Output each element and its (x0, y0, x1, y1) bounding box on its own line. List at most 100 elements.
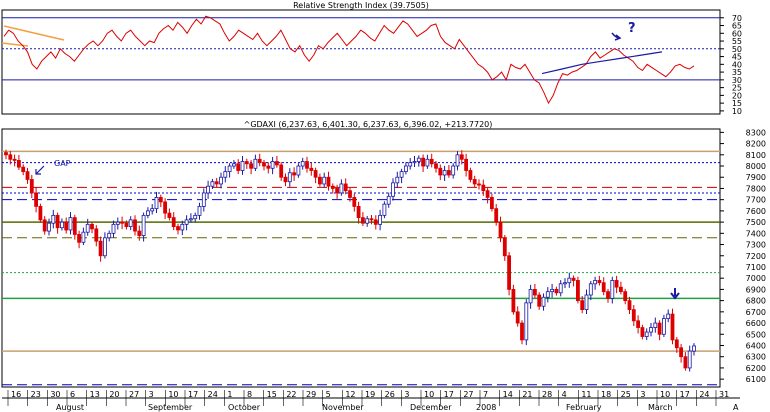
price-tick-label-7000: 7000 (746, 274, 766, 283)
candle-body-145 (627, 300, 632, 311)
candle-body-2 (12, 158, 17, 161)
candle-body-52 (227, 165, 232, 173)
candle-body-32 (141, 214, 146, 236)
candle-body-139 (601, 282, 606, 293)
candle-body-158 (683, 356, 688, 369)
candle-body-98 (425, 158, 430, 167)
price-tick-label-7300: 7300 (746, 241, 766, 250)
x-day-label-32: 3 (640, 390, 645, 399)
candle-body-65 (283, 176, 288, 183)
x-month-label-3: November (322, 403, 364, 412)
x-day-label-18: 19 (365, 390, 375, 399)
candle-body-63 (274, 161, 279, 166)
price-title: ^GDAXI (6,237.63, 6,401.30, 6,237.63, 6,… (244, 120, 493, 129)
candle-body-58 (253, 158, 258, 169)
candle-body-134 (580, 300, 585, 311)
candle-body-81 (352, 197, 357, 207)
x-day-label-15: 29 (306, 390, 316, 399)
candle-body-92 (399, 171, 404, 178)
price-tick-label-6500: 6500 (746, 330, 766, 339)
rsi-tick-label-10: 10 (732, 107, 742, 116)
candle-body-35 (154, 197, 159, 210)
candle-body-14 (64, 221, 69, 231)
gap-annotation: GAP (54, 159, 71, 168)
x-day-label-21: 10 (424, 390, 434, 399)
candle-body-88 (382, 203, 387, 216)
x-day-label-13: 15 (267, 390, 277, 399)
price-tick-label-8300: 8300 (746, 128, 766, 137)
candle-body-95 (412, 161, 417, 164)
x-day-label-26: 21 (522, 390, 532, 399)
candle-body-154 (666, 313, 671, 319)
candle-body-122 (528, 289, 533, 304)
candle-body-73 (317, 176, 322, 185)
x-month-label-6: February (566, 403, 602, 412)
candle-body-138 (597, 280, 602, 284)
candle-body-50 (219, 176, 223, 185)
candle-body-151 (653, 322, 658, 328)
candle-body-60 (262, 162, 266, 167)
rsi-tick-label-20: 20 (732, 91, 742, 100)
x-day-label-28: 4 (562, 390, 567, 399)
candle-body-111 (481, 184, 486, 192)
down-arrow-icon (670, 288, 680, 300)
price-tick-label-7100: 7100 (746, 263, 766, 272)
candle-body-6 (29, 179, 34, 194)
price-candles-group (4, 149, 696, 372)
x-day-label-12: 8 (247, 390, 252, 399)
candle-body-147 (636, 320, 640, 328)
candle-body-101 (438, 167, 443, 176)
x-day-label-31: 25 (621, 390, 631, 399)
candle-body-112 (485, 190, 490, 198)
price-tick-label-7500: 7500 (746, 218, 766, 227)
x-day-label-0: 16 (11, 390, 21, 399)
candle-body-74 (322, 176, 327, 185)
candle-body-90 (391, 182, 395, 197)
rsi-tick-label-65: 65 (732, 22, 742, 31)
candle-body-125 (541, 296, 546, 307)
rsi-question-annotation: ? (628, 21, 636, 36)
candle-body-93 (403, 165, 408, 173)
candle-body-57 (249, 163, 254, 169)
candle-body-157 (679, 347, 683, 358)
price-tick-label-8200: 8200 (746, 140, 766, 149)
candle-body-34 (150, 208, 155, 212)
candle-body-118 (511, 289, 516, 313)
candle-body-18 (81, 231, 86, 243)
price-tick-label-7900: 7900 (746, 173, 766, 182)
candle-body-100 (434, 163, 438, 169)
candle-body-39 (171, 217, 176, 227)
x-day-label-2: 30 (50, 390, 60, 399)
rsi-reference-lines (2, 17, 720, 81)
candle-body-66 (287, 172, 292, 183)
x-day-label-19: 26 (385, 390, 395, 399)
x-month-label-0: August (56, 403, 84, 412)
candle-body-53 (231, 163, 236, 167)
candle-body-132 (571, 277, 576, 281)
price-tick-label-6100: 6100 (746, 375, 766, 384)
candle-body-70 (305, 161, 309, 169)
candle-body-0 (4, 152, 8, 156)
candle-body-155 (670, 313, 675, 341)
candle-body-160 (692, 345, 696, 352)
x-month-label-4: December (410, 403, 452, 412)
candle-body-10 (47, 222, 51, 232)
rsi-tick-label-55: 55 (732, 37, 742, 46)
candle-body-123 (533, 289, 537, 296)
rsi-panel: Relative Strength Index (39.7505) 101520… (1, 1, 742, 116)
candle-body-47 (206, 185, 211, 194)
x-day-label-33: 10 (660, 390, 670, 399)
x-day-label-24: 7 (483, 390, 488, 399)
rsi-tick-label-35: 35 (732, 68, 742, 77)
candle-body-8 (38, 205, 43, 221)
rsi-series-group (3, 15, 695, 105)
orange-trendline-short (1, 42, 29, 47)
candle-body-106 (459, 154, 464, 160)
x-axis: 16 23 30 6 13 20 27 3 10 17 24 1 8 15 22 29 5 12 19 26 3 10 17… (2, 390, 740, 412)
candle-body-114 (494, 208, 499, 223)
candle-body-4 (21, 166, 26, 173)
candle-body-1 (8, 154, 13, 160)
candle-body-7 (34, 192, 38, 207)
candle-body-142 (614, 280, 619, 288)
x-day-label-3: 6 (70, 390, 75, 399)
